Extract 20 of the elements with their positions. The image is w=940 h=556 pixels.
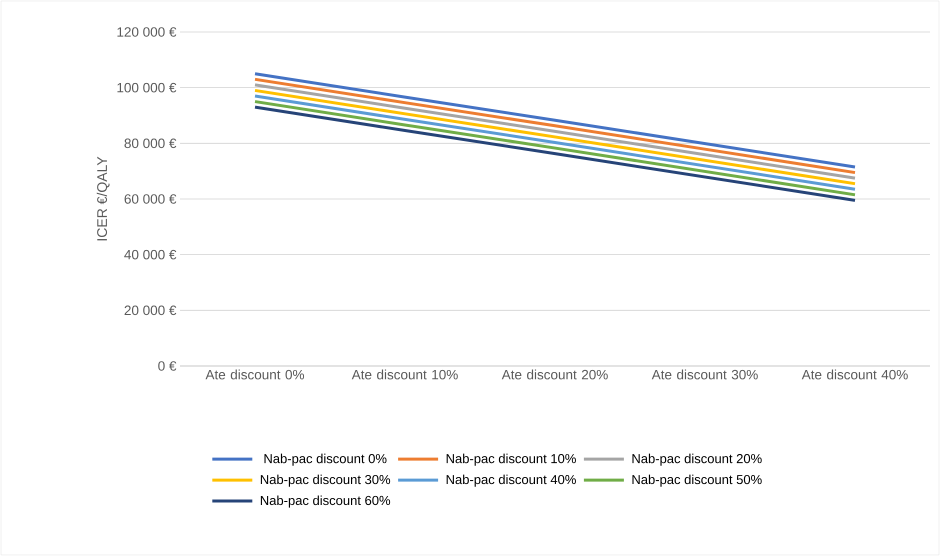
x-tick-label: Ate discount 20% xyxy=(502,370,608,380)
y-tick-label: 100 000 € xyxy=(117,82,176,92)
y-tick-label: 80 000 € xyxy=(124,138,176,148)
y-tick-label: 40 000 € xyxy=(124,250,176,260)
x-tick-label: Ate discount 30% xyxy=(652,370,758,380)
x-tick-label: Ate discount 40% xyxy=(802,370,908,380)
y-tick-label: 0 € xyxy=(158,361,176,371)
legend-label: Nab-pac discount 60% xyxy=(260,496,390,508)
legend-label: Nab-pac discount 50% xyxy=(632,474,762,487)
legend-label: Nab-pac discount 30% xyxy=(260,474,390,487)
legend-label: Nab-pac discount 0% xyxy=(264,454,387,466)
y-tick-label: 20 000 € xyxy=(124,306,176,316)
legend-label: Nab-pac discount 20% xyxy=(632,454,762,466)
y-tick-label: 120 000 € xyxy=(117,27,176,37)
y-tick-label: 60 000 € xyxy=(124,194,176,204)
x-tick-label: Ate discount 0% xyxy=(206,370,304,380)
legend-label: Nab-pac discount 40% xyxy=(446,474,576,487)
y-axis-title: ICER €/QALY xyxy=(96,156,110,240)
legend-label: Nab-pac discount 10% xyxy=(446,454,576,466)
x-tick-label: Ate discount 10% xyxy=(352,370,458,380)
